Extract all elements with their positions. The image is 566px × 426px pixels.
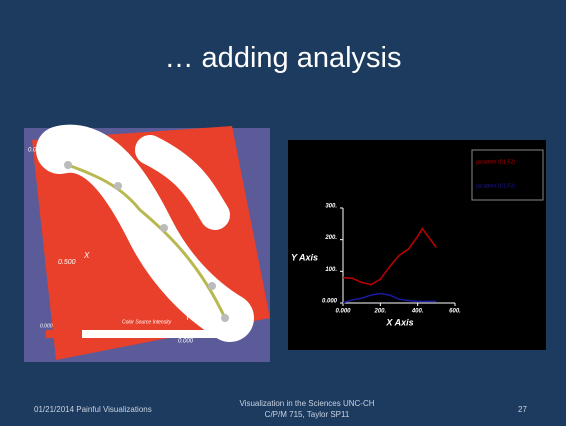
x-axis-title: X Axis (385, 317, 413, 327)
image-label: X (83, 251, 90, 260)
sphere (221, 314, 229, 322)
image-label: Color Source Intensity (122, 319, 172, 325)
image-label: 0.500 (58, 259, 76, 266)
sphere (208, 282, 216, 290)
sphere (160, 224, 168, 232)
x-tick-label: 400. (411, 309, 424, 315)
chart-panel (288, 140, 546, 350)
legend-label: gscatter# (C1,F2) (476, 183, 515, 189)
y-tick-label: 100. (325, 267, 337, 273)
sphere (64, 161, 72, 169)
image-label: Y (185, 313, 191, 322)
y-axis-title: Y Axis (291, 252, 318, 262)
y-tick-label: 300. (325, 204, 337, 210)
x-tick-label: 0.000 (335, 309, 351, 315)
legend-label: gscatter# (C1,F2) (476, 159, 515, 165)
color-bar (46, 330, 82, 338)
x-tick-label: 600. (449, 309, 461, 315)
y-tick-label: 0.000 (322, 299, 338, 305)
color-bar (82, 330, 232, 338)
sphere (114, 182, 122, 190)
y-tick-label: 200. (324, 235, 337, 241)
x-tick-label: 200. (373, 309, 386, 315)
image-label: 0.0250 (28, 148, 47, 154)
left-visualization (24, 126, 270, 362)
image-label: 0.000 (178, 339, 194, 345)
image-label: 0.000 (40, 323, 53, 329)
figures: 0.0250 0.500 X Color Source Intensity 0.000 Y… (0, 0, 566, 426)
slide: … adding analysis 01/21/2014 Painful Vis… (0, 0, 566, 426)
